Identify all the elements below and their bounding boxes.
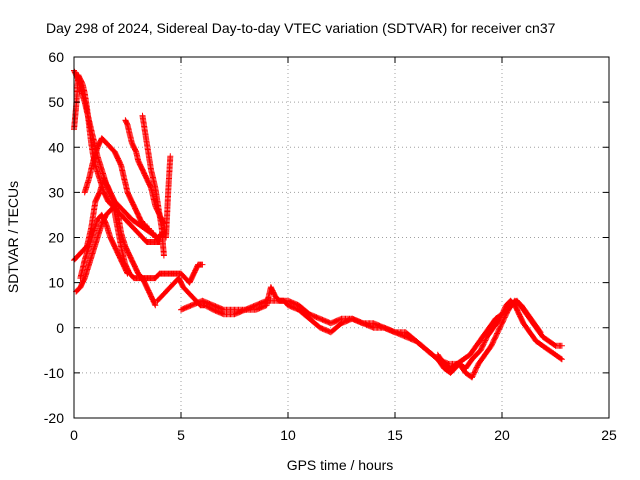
series-track-h: [139, 112, 167, 259]
point-markers: [73, 202, 159, 309]
axis-ticks: 0 5 10 15 20 25 -20 -10 0 10 20 30 40 50 60: [44, 49, 617, 443]
y-tick-label: -20: [44, 410, 64, 426]
y-tick-label: 50: [48, 94, 64, 110]
series-track-f: [81, 135, 163, 245]
x-tick-label: 0: [70, 427, 78, 443]
series-track-e: [77, 211, 131, 282]
y-tick-label: 60: [48, 49, 64, 65]
point-markers: [81, 135, 163, 245]
x-tick-label: 20: [494, 427, 510, 443]
y-tick-label: 10: [48, 275, 64, 291]
point-markers: [154, 275, 565, 376]
point-markers: [434, 297, 544, 372]
y-tick-label: -10: [44, 365, 64, 381]
x-tick-label: 25: [601, 427, 617, 443]
x-tick-label: 5: [177, 427, 185, 443]
point-markers: [77, 211, 131, 282]
x-tick-label: 15: [387, 427, 403, 443]
y-axis-label: SDTVAR / TECUs: [5, 181, 21, 293]
y-tick-label: 20: [48, 230, 64, 246]
chart-title: Day 298 of 2024, Sidereal Day-to-day VTE…: [46, 20, 556, 36]
y-tick-label: 40: [48, 139, 64, 155]
data-points: [71, 67, 565, 381]
series-track-k: [434, 297, 544, 372]
series-track-d: [73, 202, 159, 309]
series-track-i: [154, 275, 565, 376]
y-tick-label: 0: [56, 320, 64, 336]
x-tick-label: 10: [280, 427, 296, 443]
y-tick-label: 30: [48, 184, 64, 200]
grid: [74, 57, 609, 418]
x-axis-label: GPS time / hours: [287, 457, 394, 473]
point-markers: [139, 112, 167, 259]
